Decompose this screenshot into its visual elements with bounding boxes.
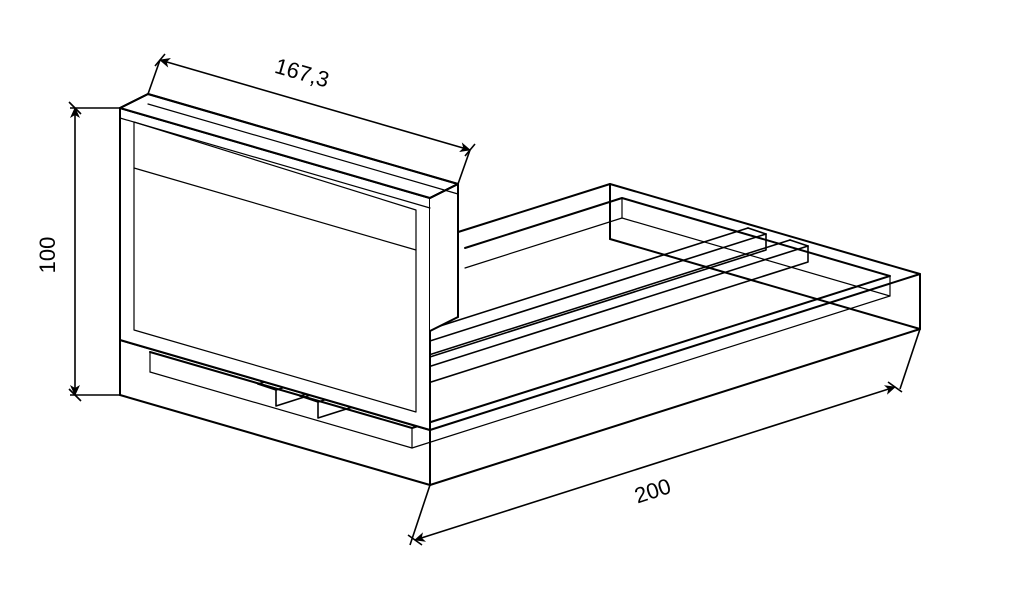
bed-dimension-diagram: 167,3 100 200 xyxy=(0,0,1020,602)
dimension-height-label: 100 xyxy=(35,237,60,274)
